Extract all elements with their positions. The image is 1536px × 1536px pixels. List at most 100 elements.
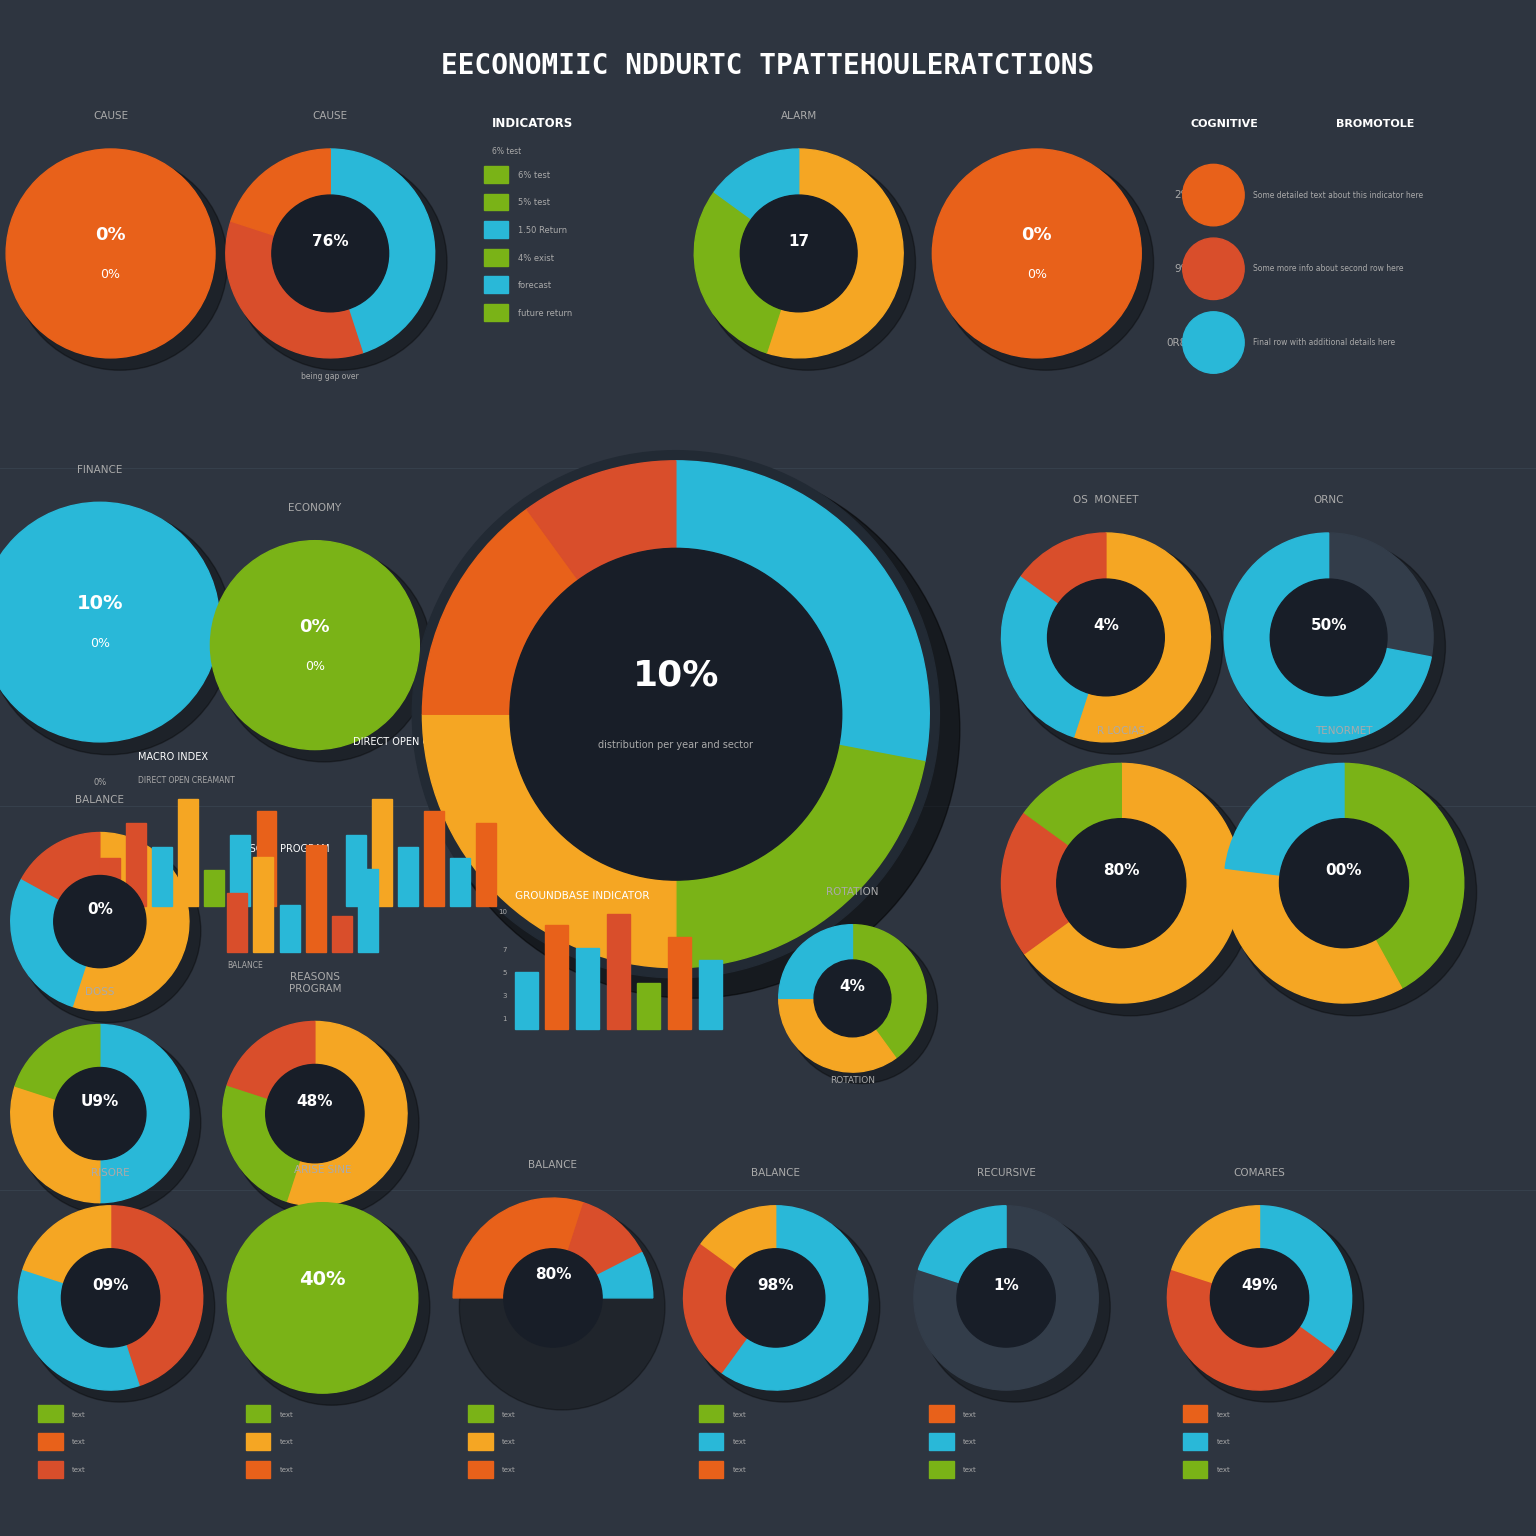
Circle shape xyxy=(932,149,1141,358)
Text: 50%: 50% xyxy=(1310,617,1347,633)
Bar xyxy=(545,925,568,1029)
Text: text: text xyxy=(963,1412,977,1418)
Text: 40%: 40% xyxy=(300,1270,346,1289)
Text: ORNC: ORNC xyxy=(1313,495,1344,505)
Wedge shape xyxy=(1001,813,1069,954)
Text: 1: 1 xyxy=(502,1017,507,1023)
Text: ROTATION: ROTATION xyxy=(826,886,879,897)
Circle shape xyxy=(266,1064,364,1163)
Wedge shape xyxy=(1167,1269,1335,1390)
Circle shape xyxy=(54,876,146,968)
Bar xyxy=(699,1433,723,1450)
Bar xyxy=(230,834,250,906)
Bar xyxy=(204,871,224,906)
Text: BALANCE: BALANCE xyxy=(751,1167,800,1178)
Wedge shape xyxy=(694,192,780,353)
Text: U9%: U9% xyxy=(81,1094,118,1109)
Wedge shape xyxy=(714,149,799,220)
Circle shape xyxy=(1230,770,1476,1015)
Wedge shape xyxy=(598,1252,653,1298)
Text: Some more info about second row here: Some more info about second row here xyxy=(1253,264,1404,273)
Bar xyxy=(450,859,470,906)
Circle shape xyxy=(1183,312,1244,373)
Text: DOSS: DOSS xyxy=(88,1221,112,1230)
Text: text: text xyxy=(1217,1412,1230,1418)
Wedge shape xyxy=(23,1206,111,1283)
Circle shape xyxy=(1230,539,1445,754)
Wedge shape xyxy=(1260,1206,1352,1352)
Circle shape xyxy=(938,155,1154,370)
Wedge shape xyxy=(18,1269,140,1390)
Text: 0%: 0% xyxy=(300,617,330,636)
Bar xyxy=(1183,1405,1207,1422)
Circle shape xyxy=(957,1249,1055,1347)
Text: 98%: 98% xyxy=(757,1278,794,1293)
Wedge shape xyxy=(422,510,579,714)
Wedge shape xyxy=(1172,1206,1260,1283)
Text: BALANCE: BALANCE xyxy=(528,1160,578,1170)
Wedge shape xyxy=(15,1025,100,1100)
Bar xyxy=(126,823,146,906)
Wedge shape xyxy=(914,1206,1098,1390)
Bar xyxy=(1183,1433,1207,1450)
Text: text: text xyxy=(733,1439,746,1445)
Text: 17: 17 xyxy=(788,233,809,249)
Circle shape xyxy=(510,548,842,880)
Circle shape xyxy=(422,461,960,998)
Text: REASONS PROGRAM: REASONS PROGRAM xyxy=(230,845,330,854)
Text: 0%: 0% xyxy=(95,226,126,244)
Text: 6% test: 6% test xyxy=(518,170,550,180)
Text: OS  MONEET: OS MONEET xyxy=(1074,495,1138,505)
Wedge shape xyxy=(11,1086,100,1203)
Text: 5: 5 xyxy=(502,971,507,977)
Circle shape xyxy=(1270,579,1387,696)
Text: COMARES: COMARES xyxy=(1233,1167,1286,1178)
Bar xyxy=(468,1461,493,1478)
Text: 4% exist: 4% exist xyxy=(518,253,553,263)
Circle shape xyxy=(814,960,891,1037)
Wedge shape xyxy=(1025,763,1241,1003)
Circle shape xyxy=(61,1249,160,1347)
Wedge shape xyxy=(226,221,362,358)
Text: TENORMET: TENORMET xyxy=(1315,725,1373,736)
Text: CAUSE: CAUSE xyxy=(313,111,347,121)
Text: text: text xyxy=(733,1467,746,1473)
Text: RECURSIVE: RECURSIVE xyxy=(977,1167,1035,1178)
Wedge shape xyxy=(779,925,852,998)
Bar xyxy=(607,914,630,1029)
Bar xyxy=(929,1461,954,1478)
Text: Final row with additional details here: Final row with additional details here xyxy=(1253,338,1396,347)
Circle shape xyxy=(786,932,937,1083)
Wedge shape xyxy=(684,1244,746,1373)
Text: BALANCE: BALANCE xyxy=(75,794,124,805)
Text: text: text xyxy=(280,1412,293,1418)
Circle shape xyxy=(412,450,940,978)
Bar xyxy=(637,983,660,1029)
Text: being gap over: being gap over xyxy=(301,372,359,381)
Bar xyxy=(38,1433,63,1450)
Bar xyxy=(306,845,326,952)
Bar xyxy=(253,857,273,952)
Text: 7: 7 xyxy=(502,948,507,954)
Bar xyxy=(227,892,247,952)
Circle shape xyxy=(25,1212,215,1402)
Text: 4%: 4% xyxy=(1094,617,1118,633)
Circle shape xyxy=(1183,238,1244,300)
Bar xyxy=(576,949,599,1029)
Text: 10: 10 xyxy=(498,909,507,915)
Bar xyxy=(346,834,366,906)
Bar xyxy=(484,304,508,321)
Text: COGNITIVE: COGNITIVE xyxy=(1190,120,1258,129)
Wedge shape xyxy=(100,1025,189,1203)
Bar xyxy=(257,811,276,906)
Circle shape xyxy=(1174,1212,1364,1402)
Text: ARISE SINE: ARISE SINE xyxy=(293,1164,352,1175)
Text: text: text xyxy=(1217,1439,1230,1445)
Circle shape xyxy=(233,1209,430,1405)
Circle shape xyxy=(17,1031,201,1215)
Circle shape xyxy=(1048,579,1164,696)
Text: text: text xyxy=(1217,1467,1230,1473)
Bar xyxy=(699,1405,723,1422)
Bar xyxy=(484,221,508,238)
Text: 0%: 0% xyxy=(89,637,111,650)
